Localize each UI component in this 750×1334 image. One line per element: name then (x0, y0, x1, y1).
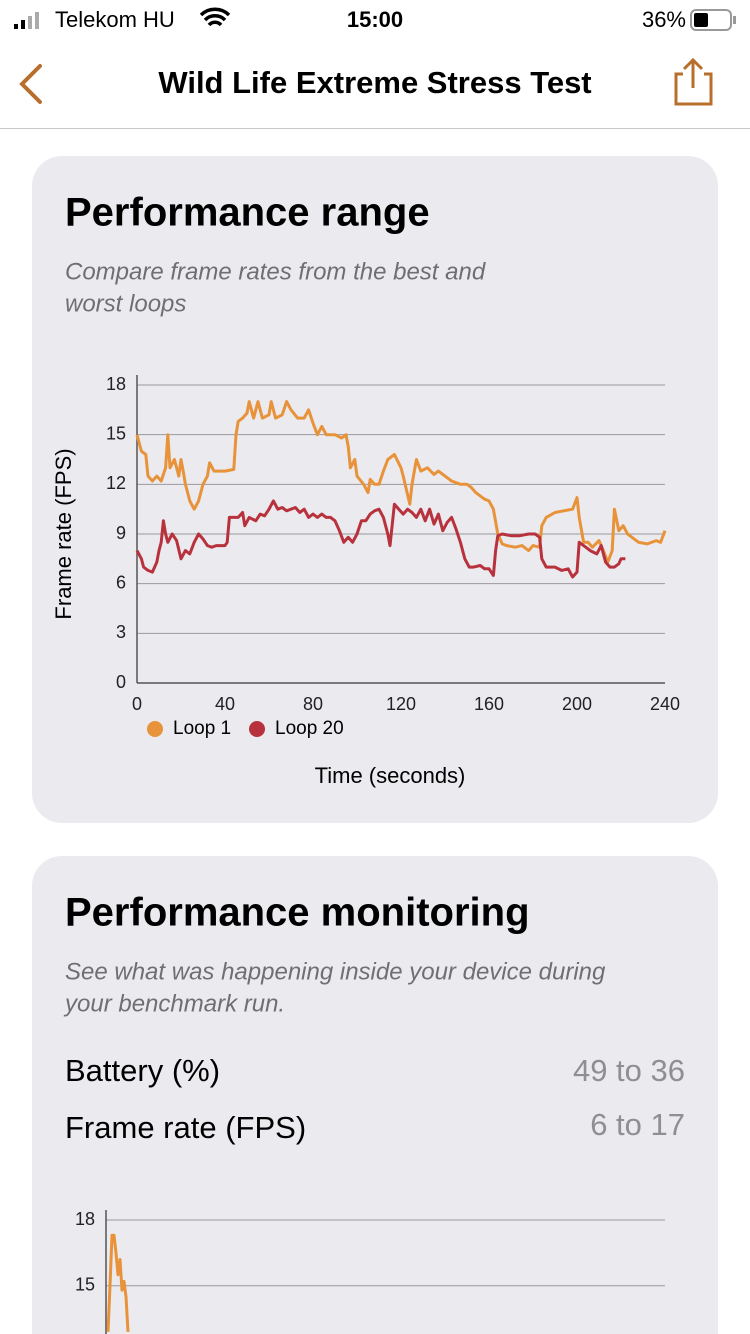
row-value: 49 to 36 (573, 1053, 685, 1088)
back-button[interactable] (19, 64, 42, 104)
x-tick-label: 40 (215, 694, 235, 714)
clock: 15:00 (347, 7, 403, 32)
series-line (135, 400, 667, 564)
battery-percent: 36% (642, 7, 686, 32)
y-tick-label: 0 (116, 672, 126, 692)
legend-label: Loop 20 (275, 718, 344, 739)
card-title: Performance range (65, 191, 430, 235)
nav-bar: Wild Life Extreme Stress Test (0, 57, 750, 129)
series-line (135, 499, 626, 579)
x-tick-label: 160 (474, 694, 504, 714)
card-subtitle: worst loops (65, 290, 186, 317)
y-tick-label: 3 (116, 622, 126, 642)
y-tick-label: 9 (116, 523, 126, 543)
signal (21, 20, 25, 29)
y-tick-label: 18 (75, 1209, 95, 1229)
row-label: Battery (%) (65, 1053, 220, 1088)
y-axis-label: Frame rate (FPS) (51, 448, 76, 619)
series-line (106, 1233, 130, 1332)
y-tick-label: 18 (106, 374, 126, 394)
y-tick-label: 15 (75, 1275, 95, 1295)
y-tick-label: 15 (106, 423, 126, 443)
x-tick-label: 200 (562, 694, 592, 714)
battery-tip (733, 16, 736, 24)
legend-swatch (147, 721, 163, 737)
x-tick-label: 120 (386, 694, 416, 714)
x-tick-label: 80 (303, 694, 323, 714)
legend-swatch (249, 721, 265, 737)
card-title: Performance monitoring (65, 891, 530, 935)
legend-label: Loop 1 (173, 718, 231, 739)
status-bar: Telekom HU 15:00 36% (14, 7, 736, 32)
share-button[interactable] (674, 57, 713, 106)
x-axis-label: Time (seconds) (315, 763, 466, 788)
wifi-icon (199, 7, 231, 27)
card-subtitle: your benchmark run. (63, 990, 285, 1017)
card-subtitle: See what was happening inside your devic… (65, 958, 606, 985)
monitor-card (32, 856, 718, 1334)
signal (28, 16, 32, 29)
range-card (32, 156, 718, 823)
carrier: Telekom HU (55, 7, 175, 32)
row-label: Frame rate (FPS) (65, 1110, 306, 1145)
signal (14, 24, 18, 29)
signal (35, 12, 39, 29)
battery-icon (690, 9, 732, 31)
y-tick-label: 6 (116, 572, 126, 592)
y-tick-label: 12 (106, 473, 126, 493)
battery-level (694, 13, 708, 27)
nav-title: Wild Life Extreme Stress Test (158, 65, 591, 100)
card-subtitle: Compare frame rates from the best and (65, 258, 486, 285)
x-tick-label: 0 (132, 694, 142, 714)
x-tick-label: 240 (650, 694, 680, 714)
row-value: 6 to 17 (590, 1107, 685, 1142)
